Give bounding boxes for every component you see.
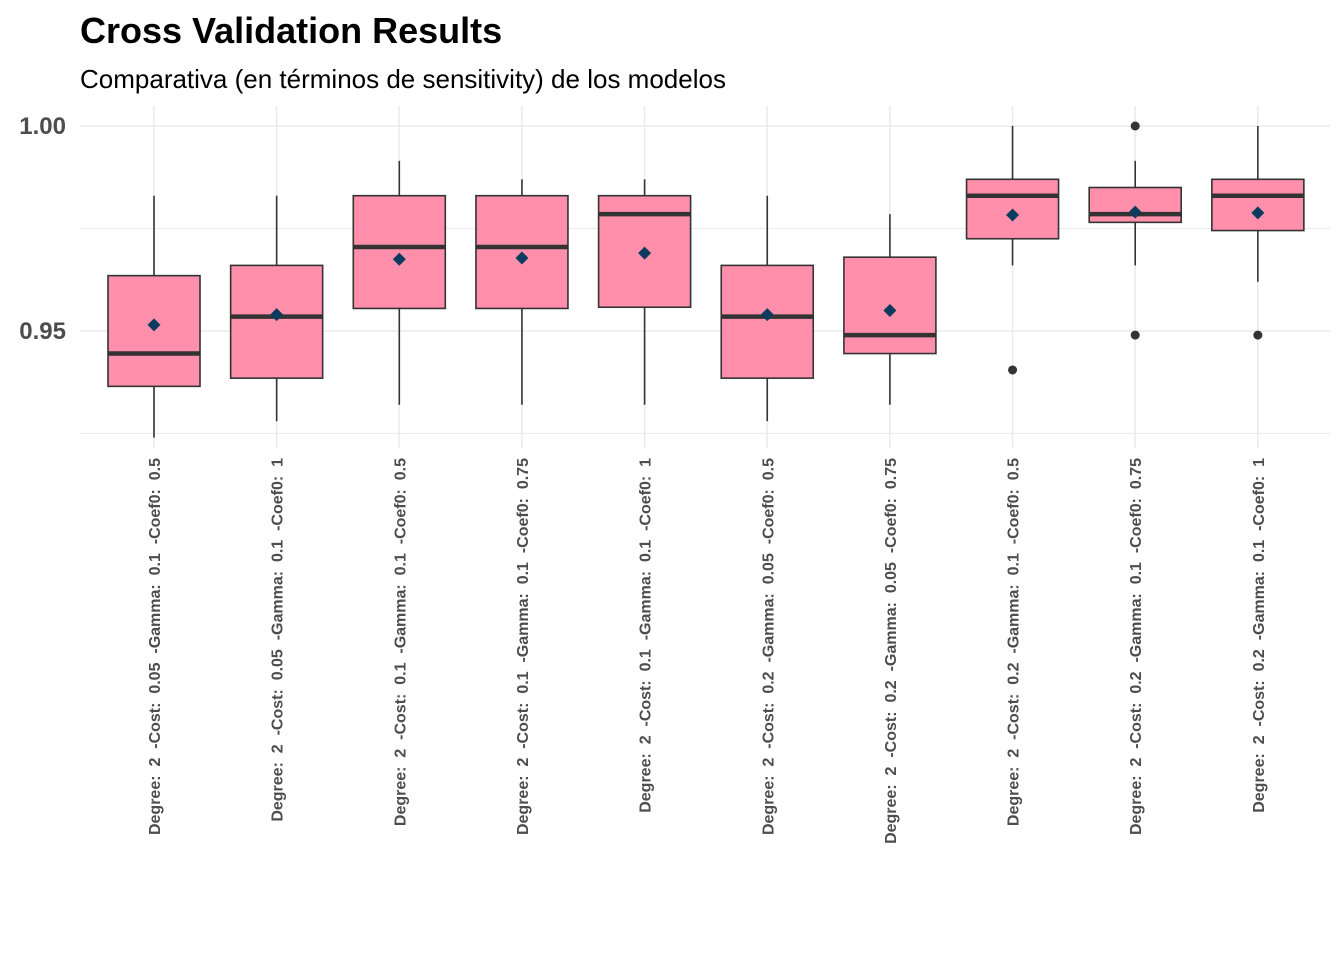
mean-marker — [147, 318, 161, 332]
box-group — [597, 179, 692, 405]
x-tick-label: Degree: 2 -Cost: 0.2 -Gamma: 0.1 -Coef0:… — [1251, 458, 1268, 813]
mean-marker — [1128, 205, 1142, 219]
y-tick-label: 0.95 — [19, 318, 66, 345]
mean-marker — [270, 308, 284, 322]
x-axis: Degree: 2 -Cost: 0.05 -Gamma: 0.1 -Coef0… — [147, 458, 1268, 844]
chart-subtitle: Comparativa (en términos de sensitivity)… — [80, 64, 726, 94]
mean-marker — [515, 251, 529, 265]
box-iqr — [352, 194, 447, 310]
box-group — [1088, 121, 1182, 340]
x-tick-label: Degree: 2 -Cost: 0.05 -Gamma: 0.1 -Coef0… — [270, 458, 287, 822]
x-tick-label: Degree: 2 -Cost: 0.2 -Gamma: 0.1 -Coef0:… — [1006, 458, 1023, 826]
outlier-point — [1253, 330, 1263, 340]
x-tick-label: Degree: 2 -Cost: 0.05 -Gamma: 0.1 -Coef0… — [147, 458, 164, 835]
outlier-point — [1130, 330, 1140, 340]
box-group — [1211, 126, 1305, 340]
box-group — [229, 195, 324, 422]
chart-title: Cross Validation Results — [80, 10, 503, 51]
outlier-point — [1130, 121, 1140, 131]
box-iqr — [1211, 178, 1305, 232]
mean-marker — [1006, 208, 1020, 222]
box-group — [965, 126, 1060, 375]
x-tick-label: Degree: 2 -Cost: 0.1 -Gamma: 0.1 -Coef0:… — [515, 458, 532, 835]
outlier-point — [1008, 365, 1018, 375]
x-tick-label: Degree: 2 -Cost: 0.2 -Gamma: 0.1 -Coef0:… — [1128, 458, 1145, 835]
mean-marker — [1251, 206, 1265, 220]
box-iqr — [229, 264, 324, 379]
x-tick-label: Degree: 2 -Cost: 0.2 -Gamma: 0.05 -Coef0… — [760, 458, 777, 835]
box-group — [352, 160, 447, 405]
mean-marker — [883, 304, 897, 317]
box-group — [720, 195, 815, 422]
y-axis: 0.95 1.00 — [19, 113, 66, 345]
mean-marker — [760, 308, 774, 322]
box-group — [843, 214, 937, 405]
mean-marker — [638, 246, 652, 260]
x-tick-label: Degree: 2 -Cost: 0.1 -Gamma: 0.1 -Coef0:… — [638, 458, 655, 813]
x-tick-label: Degree: 2 -Cost: 0.1 -Gamma: 0.1 -Coef0:… — [392, 458, 409, 826]
box-series — [107, 121, 1305, 438]
box-group — [107, 195, 201, 438]
box-group — [475, 179, 569, 405]
mean-marker — [392, 252, 406, 266]
x-tick-label: Degree: 2 -Cost: 0.2 -Gamma: 0.05 -Coef0… — [883, 458, 900, 844]
y-tick-label: 1.00 — [19, 113, 66, 140]
box-iqr — [720, 264, 815, 379]
